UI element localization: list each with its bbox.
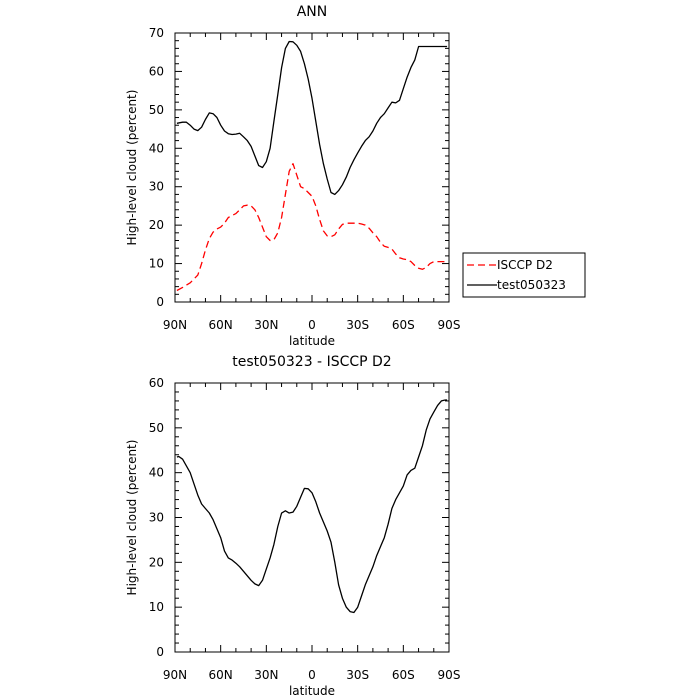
x-tick-label: 60S [392,318,415,332]
legend-box [462,252,586,298]
series-line-test050323 [176,40,448,196]
legend-label: test050323 [497,278,566,292]
y-tick-label: 40 [149,141,164,155]
x-axis-label: latitude [289,684,335,698]
x-tick-label: 90N [163,318,187,332]
chart-panel-1: ANN 0 10 20 30 40 50 60 70 90N 60N 30N 0 30S 60S 90S lat… [125,4,586,348]
legend: ISCCP D2 test050323 [462,252,586,298]
y-axis-label: High-level cloud (percent) [125,90,139,246]
legend-label: ISCCP D2 [497,258,553,272]
y-tick-label: 40 [149,466,164,480]
x-tick-label: 60S [392,668,415,682]
x-tick-label: 60N [209,318,233,332]
y-tick-label: 60 [149,376,164,390]
x-tick-label: 0 [308,668,316,682]
y-tick-label: 30 [149,511,164,525]
x-tick-label: 30S [346,668,369,682]
chart-title: ANN [297,4,328,20]
y-tick-label: 70 [149,26,164,40]
x-tick-label: 0 [308,318,316,332]
y-tick-label: 50 [149,103,164,117]
y-tick-label: 30 [149,180,164,194]
y-tick-label: 20 [149,555,164,569]
chart-panel-2: test050323 - ISCCP D2 0 10 20 30 40 50 60 90N 60N… [125,354,460,698]
series-line-difference [176,399,448,614]
y-axis-label: High-level cloud (percent) [125,440,139,596]
y-tick-label: 60 [149,64,164,78]
y-tick-label: 20 [149,218,164,232]
y-tick-label: 10 [149,600,164,614]
x-tick-label: 30N [254,318,278,332]
x-tick-label: 90S [438,318,461,332]
y-tick-label: 0 [156,295,164,309]
y-tick-label: 0 [156,645,164,659]
series-line-isccp-d2 [176,163,448,292]
x-tick-label: 90N [163,668,187,682]
chart-title: test050323 - ISCCP D2 [232,354,391,370]
x-tick-label: 90S [438,668,461,682]
x-axis-label: latitude [289,334,335,348]
plot-frame [174,382,450,653]
plot-frame [174,32,450,303]
x-tick-label: 30S [346,318,369,332]
y-tick-label: 10 [149,257,164,271]
x-tick-label: 60N [209,668,233,682]
x-tick-label: 30N [254,668,278,682]
y-tick-label: 50 [149,421,164,435]
